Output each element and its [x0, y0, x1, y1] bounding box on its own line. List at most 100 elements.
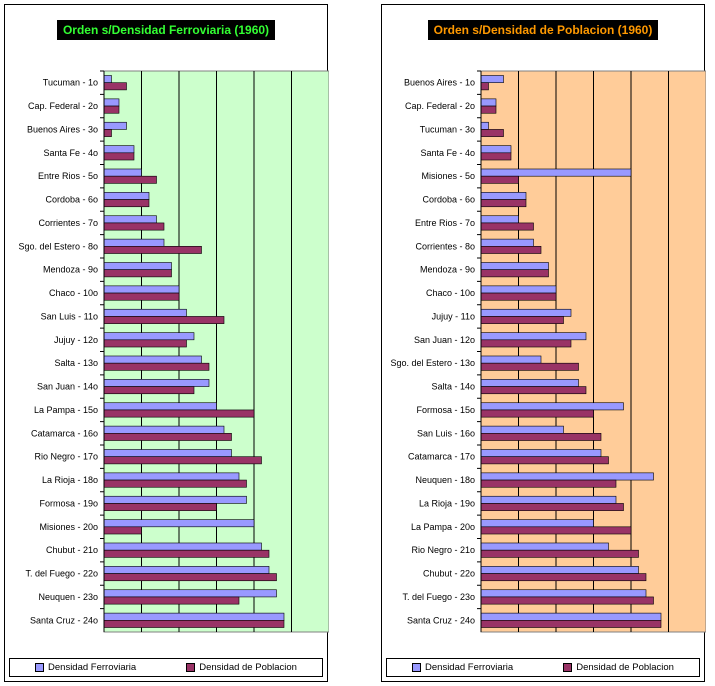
y-tick-label: Santa Cruz - 24o [407, 615, 475, 625]
bar-ferroviaria [480, 215, 519, 224]
bar-poblacion [480, 479, 617, 488]
bar-ferroviaria [103, 75, 112, 83]
bar-poblacion [103, 175, 157, 184]
bar-ferroviaria [480, 566, 639, 574]
legend-item-poblacion: Densidad de Poblacion [563, 662, 674, 673]
y-tick-label: Misiones - 20o [39, 522, 98, 532]
bar-poblacion [480, 316, 564, 324]
legend-swatch-poblacion [563, 663, 573, 672]
bar-ferroviaria [103, 332, 195, 341]
bar-poblacion [103, 246, 202, 254]
bar-poblacion [103, 596, 240, 605]
y-tick-label: Mendoza - 9o [420, 265, 475, 275]
bar-ferroviaria [480, 612, 662, 621]
legend-label: Densidad de Poblacion [199, 662, 297, 673]
bar-poblacion [480, 152, 512, 161]
y-tick-label: Entre Rios - 5o [38, 171, 98, 181]
legend-swatch-poblacion [186, 663, 196, 672]
bar-ferroviaria [480, 168, 632, 177]
y-tick-label: Chubut - 21o [46, 545, 98, 555]
bar-poblacion [480, 526, 632, 535]
legend-swatch-ferroviaria [35, 663, 45, 672]
y-tick-label: Neuquen - 23o [38, 592, 98, 602]
legend-swatch-ferroviaria [412, 663, 422, 672]
bar-ferroviaria [103, 425, 225, 434]
bar-poblacion [103, 503, 217, 511]
bar-ferroviaria [103, 262, 172, 270]
bar-poblacion [480, 456, 609, 465]
bar-poblacion [103, 269, 172, 278]
bar-ferroviaria [480, 449, 602, 457]
bar-ferroviaria [480, 332, 587, 341]
bar-poblacion [103, 222, 165, 231]
bar-poblacion [103, 456, 262, 465]
bar-chart-poblacion: Buenos Aires - 1o Cap. Federal - 2o Tucuma… [390, 70, 706, 633]
y-tick-label: Salta - 14o [431, 382, 475, 392]
bar-poblacion [103, 105, 120, 114]
y-tick-label: Chaco - 10o [49, 288, 98, 298]
bar-poblacion [103, 433, 232, 441]
bar-ferroviaria [103, 472, 240, 481]
y-tick-label: La Rioja - 18o [42, 475, 98, 485]
y-tick-label: Misiones - 5o [421, 171, 475, 181]
bar-poblacion [103, 339, 187, 348]
bar-ferroviaria [480, 75, 504, 83]
bar-poblacion [103, 526, 142, 535]
bar-poblacion [103, 199, 150, 208]
bar-poblacion [480, 573, 647, 582]
y-tick-label: Tucuman - 3o [420, 124, 475, 134]
chart-title: Orden s/Densidad de Poblacion (1960) [427, 20, 659, 40]
bar-poblacion [103, 620, 285, 628]
chart-panel-poblacion: Orden s/Densidad de Poblacion (1960) Bue… [381, 4, 706, 682]
y-tick-label: Rio Negro - 17o [34, 452, 98, 462]
bar-ferroviaria [103, 402, 217, 411]
bar-ferroviaria [103, 612, 285, 621]
bar-poblacion [480, 596, 654, 605]
bar-ferroviaria [480, 98, 497, 107]
bar-ferroviaria [103, 308, 187, 317]
bar-ferroviaria [480, 355, 542, 364]
y-tick-label: Mendoza - 9o [43, 265, 98, 275]
bar-poblacion [480, 339, 572, 348]
bar-ferroviaria [103, 589, 277, 598]
y-tick-label: Jujuy - 12o [54, 335, 98, 345]
bar-poblacion [103, 573, 277, 582]
bar-poblacion [103, 479, 247, 488]
y-tick-label: Salta - 13o [54, 358, 98, 368]
bar-poblacion [480, 362, 579, 371]
y-tick-label: Buenos Aires - 3o [27, 124, 98, 134]
bar-ferroviaria [103, 519, 255, 528]
y-tick-label: T. del Fuego - 23o [402, 592, 475, 602]
chart-panel-ferroviaria: Orden s/Densidad Ferroviaria (1960) Tucu… [4, 4, 329, 682]
bar-poblacion [480, 105, 497, 114]
y-tick-label: Sgo. del Estero - 8o [18, 241, 98, 251]
legend-label: Densidad Ferroviaria [48, 662, 137, 673]
bar-poblacion [480, 129, 504, 137]
bar-ferroviaria [480, 308, 572, 317]
y-tick-label: Cap. Federal - 2o [28, 101, 98, 111]
bar-poblacion [480, 199, 527, 208]
y-tick-label: Corrientes - 8o [415, 241, 475, 251]
bar-poblacion [103, 386, 195, 395]
y-tick-label: Cordoba - 6o [45, 195, 98, 205]
y-tick-label: Santa Fe - 4o [43, 148, 98, 158]
bar-poblacion [480, 246, 542, 254]
chart-title-wrap: Orden s/Densidad Ferroviaria (1960) [5, 20, 327, 40]
bar-poblacion [480, 549, 639, 558]
y-tick-label: Santa Fe - 4o [420, 148, 475, 158]
chart-title-wrap: Orden s/Densidad de Poblacion (1960) [382, 20, 704, 40]
bar-ferroviaria [103, 168, 142, 177]
bar-poblacion [103, 409, 255, 418]
y-tick-label: Neuquen - 18o [415, 475, 475, 485]
chart-title: Orden s/Densidad Ferroviaria (1960) [56, 20, 276, 40]
bar-poblacion [103, 292, 180, 301]
bar-ferroviaria [103, 449, 232, 457]
y-tick-label: Rio Negro - 21o [411, 545, 475, 555]
bar-ferroviaria [103, 98, 120, 107]
bar-ferroviaria [480, 192, 527, 200]
bar-ferroviaria [103, 542, 262, 551]
bar-ferroviaria [103, 285, 180, 294]
y-tick-label: Catamarca - 17o [408, 452, 475, 462]
y-tick-label: Tucuman - 1o [43, 78, 98, 88]
legend-label: Densidad Ferroviaria [425, 662, 514, 673]
